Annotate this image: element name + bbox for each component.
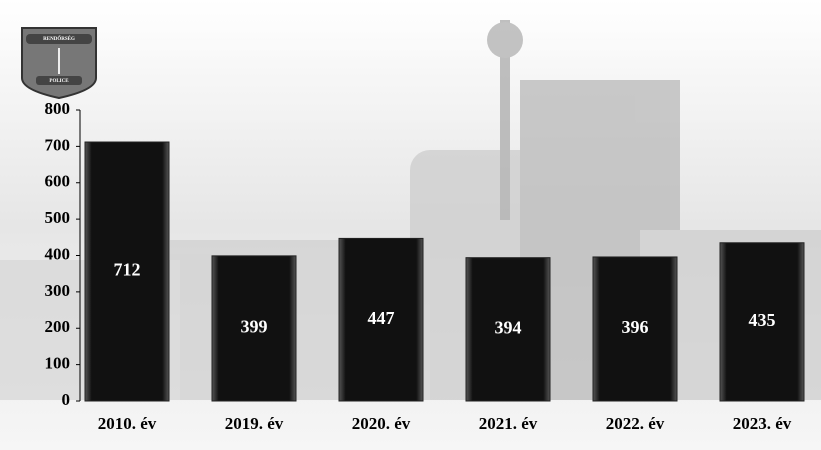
y-tick-label: 300 — [45, 281, 71, 300]
y-tick-label: 600 — [45, 172, 71, 191]
logo-text: POLICE — [49, 79, 69, 84]
logo-text: RENDŐRSÉG — [43, 36, 75, 42]
x-tick-label: 2019. év — [225, 414, 284, 433]
data-label: 399 — [241, 317, 268, 337]
y-tick-label: 500 — [45, 208, 71, 227]
x-tick-label: 2021. év — [479, 414, 538, 433]
data-label: 447 — [368, 308, 395, 328]
chart: RENDŐRSÉG POLICE 0 100 200 300 400 500 600 700 8… — [0, 0, 821, 450]
x-tick-label: 2010. év — [98, 414, 157, 433]
y-tick-label: 400 — [45, 244, 71, 263]
y-tick-label: 100 — [45, 354, 71, 373]
y-tick-label: 700 — [45, 135, 71, 154]
y-tick-label: 200 — [45, 317, 71, 336]
data-label: 394 — [495, 317, 522, 337]
x-tick-label: 2022. év — [606, 414, 665, 433]
data-label: 396 — [622, 317, 649, 337]
y-tick-label: 0 — [62, 390, 71, 409]
data-label: 435 — [749, 310, 776, 330]
logo: RENDŐRSÉG POLICE — [22, 28, 96, 98]
x-tick-label: 2020. év — [352, 414, 411, 433]
x-tick-label: 2023. év — [733, 414, 792, 433]
data-label: 712 — [114, 260, 141, 280]
y-tick-label: 800 — [45, 99, 71, 118]
